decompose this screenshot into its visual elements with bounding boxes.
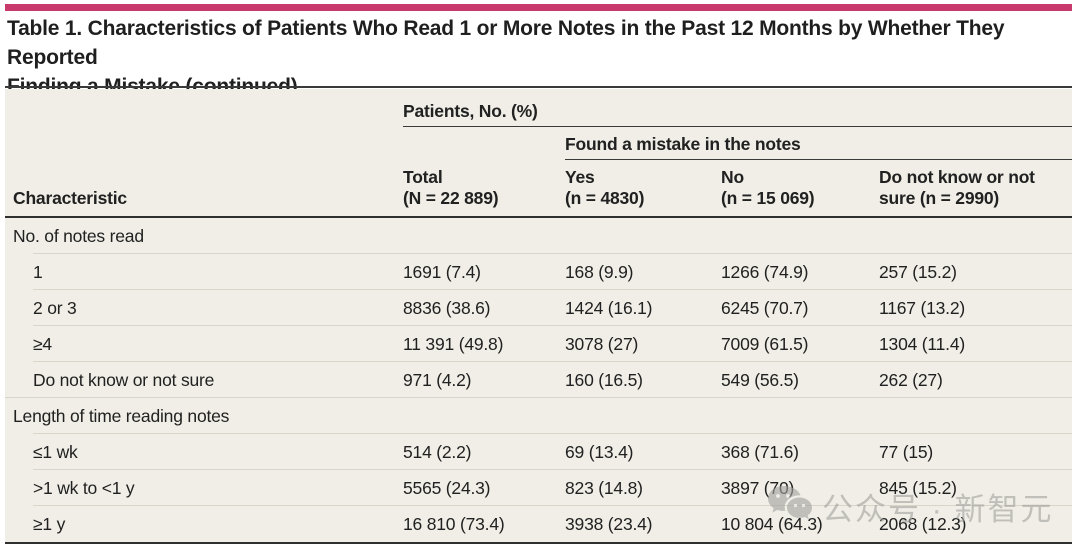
column-header-row: Characteristic Total (N = 22 889) Yes (n… xyxy=(5,160,1072,216)
cell-total: 514 (2.2) xyxy=(403,441,472,462)
table-title: Table 1. Characteristics of Patients Who… xyxy=(7,17,1005,98)
cell-yes: 3078 (27) xyxy=(565,333,639,354)
table-row: ≤1 wk 514 (2.2) 69 (13.4) 368 (71.6) 77 … xyxy=(5,434,1072,470)
column-header-total: Total (N = 22 889) xyxy=(403,167,499,208)
row-label: Do not know or not sure xyxy=(33,369,215,390)
cell-dk: 2068 (12.3) xyxy=(879,513,967,534)
cell-no: 6245 (70.7) xyxy=(721,297,809,318)
cell-dk: 257 (15.2) xyxy=(879,261,957,282)
cell-dk: 845 (15.2) xyxy=(879,477,957,498)
cell-total: 971 (4.2) xyxy=(403,369,472,390)
cell-dk: 262 (27) xyxy=(879,369,943,390)
cell-yes: 168 (9.9) xyxy=(565,261,634,282)
column-header-no: No (n = 15 069) xyxy=(721,167,815,208)
table-row: ≥1 y 16 810 (73.4) 3938 (23.4) 10 804 (6… xyxy=(5,506,1072,542)
characteristics-table: Patients, No. (%) Found a mistake in the… xyxy=(5,89,1072,544)
cell-yes: 1424 (16.1) xyxy=(565,297,653,318)
section-row-notes-read: No. of notes read xyxy=(5,218,1072,254)
table-row: >1 wk to <1 y 5565 (24.3) 823 (14.8) 389… xyxy=(5,470,1072,506)
header-rule xyxy=(5,216,1072,218)
row-label: 1 xyxy=(33,261,43,282)
cell-total: 5565 (24.3) xyxy=(403,477,491,498)
cell-total: 16 810 (73.4) xyxy=(403,513,505,534)
cell-total: 1691 (7.4) xyxy=(403,261,481,282)
row-label: 2 or 3 xyxy=(33,297,77,318)
section-label: No. of notes read xyxy=(13,225,144,246)
column-header-yes: Yes (n = 4830) xyxy=(565,167,645,208)
accent-top-bar xyxy=(5,4,1072,11)
title-rule xyxy=(5,86,1072,88)
column-header-dk: Do not know or not sure (n = 2990) xyxy=(879,167,1035,208)
cell-dk: 1167 (13.2) xyxy=(879,297,966,318)
row-label: ≥1 y xyxy=(33,513,66,534)
cell-dk: 77 (15) xyxy=(879,441,934,462)
cell-yes: 160 (16.5) xyxy=(565,369,643,390)
table-row: Do not know or not sure 971 (4.2) 160 (1… xyxy=(5,362,1072,398)
cell-yes: 3938 (23.4) xyxy=(565,513,653,534)
row-label: >1 wk to <1 y xyxy=(33,477,135,498)
table-row: 1 1691 (7.4) 168 (9.9) 1266 (74.9) 257 (… xyxy=(5,254,1072,290)
cell-no: 7009 (61.5) xyxy=(721,333,809,354)
table-row: ≥4 11 391 (49.8) 3078 (27) 7009 (61.5) 1… xyxy=(5,326,1072,362)
cell-no: 549 (56.5) xyxy=(721,369,799,390)
cell-no: 10 804 (64.3) xyxy=(721,513,823,534)
row-label: ≤1 wk xyxy=(33,441,78,462)
cell-no: 3897 (70) xyxy=(721,477,795,498)
group-header-row: Patients, No. (%) xyxy=(5,89,1072,127)
cell-total: 11 391 (49.8) xyxy=(403,333,504,354)
cell-no: 1266 (74.9) xyxy=(721,261,809,282)
subgroup-header-row: Found a mistake in the notes xyxy=(5,127,1072,160)
cell-no: 368 (71.6) xyxy=(721,441,799,462)
cell-yes: 823 (14.8) xyxy=(565,477,643,498)
row-label: ≥4 xyxy=(33,333,52,354)
column-header-characteristic: Characteristic xyxy=(13,188,127,208)
table-row: 2 or 3 8836 (38.6) 1424 (16.1) 6245 (70.… xyxy=(5,290,1072,326)
section-row-time-reading: Length of time reading notes xyxy=(5,398,1072,434)
table-bottom-rule xyxy=(5,542,1072,544)
cell-total: 8836 (38.6) xyxy=(403,297,491,318)
group-header-patients: Patients, No. (%) xyxy=(403,101,1072,127)
cell-yes: 69 (13.4) xyxy=(565,441,634,462)
section-label: Length of time reading notes xyxy=(13,405,230,426)
subgroup-header-mistake: Found a mistake in the notes xyxy=(565,134,1072,160)
cell-dk: 1304 (11.4) xyxy=(879,333,966,354)
